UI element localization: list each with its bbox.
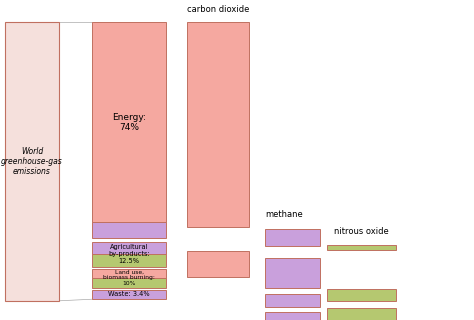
Bar (327, 289, 396, 301)
Bar (327, 308, 396, 320)
Bar (265, 294, 320, 307)
Text: carbon dioxide: carbon dioxide (187, 5, 249, 14)
Text: nitrous oxide: nitrous oxide (334, 227, 389, 236)
Text: Land use,
biomass burning:
10%: Land use, biomass burning: 10% (103, 269, 155, 286)
Bar (265, 258, 320, 288)
Text: methane: methane (265, 210, 303, 219)
Bar (187, 251, 249, 277)
Bar (265, 229, 320, 246)
Bar (92, 290, 166, 299)
Text: Agricultural
by-products:
12.5%: Agricultural by-products: 12.5% (108, 244, 150, 264)
Bar (5, 22, 59, 301)
Bar (92, 278, 166, 288)
Bar (92, 22, 166, 222)
Bar (92, 254, 166, 267)
Text: Energy:
74%: Energy: 74% (112, 113, 146, 132)
Bar (327, 245, 396, 250)
Bar (92, 242, 166, 254)
Text: Waste: 3.4%: Waste: 3.4% (109, 292, 150, 297)
Bar (92, 222, 166, 238)
Text: World
greenhouse-gas
emissions: World greenhouse-gas emissions (1, 147, 63, 177)
Bar (265, 312, 320, 320)
Bar (187, 22, 249, 227)
Bar (92, 269, 166, 278)
